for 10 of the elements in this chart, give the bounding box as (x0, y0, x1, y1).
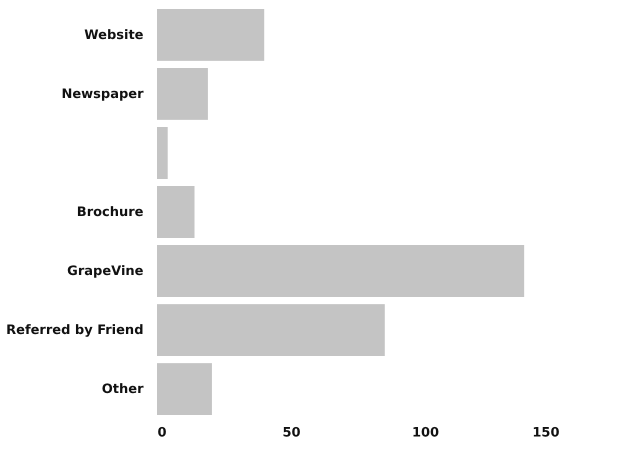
y-tick-label: GrapeVine (67, 264, 144, 280)
y-tick-label: Referred by Friend (6, 323, 144, 338)
x-tick-label: 0 (158, 426, 167, 440)
y-tick-label: Brochure (76, 205, 144, 220)
x-tick-label: 50 (282, 426, 301, 440)
y-tick-label: Other (102, 382, 144, 398)
y-tick-label: Newspaper (61, 86, 144, 102)
x-tick-label: 100 (412, 426, 440, 440)
x-tick-label: 150 (532, 426, 560, 440)
y-tick-label: Website (84, 28, 144, 43)
